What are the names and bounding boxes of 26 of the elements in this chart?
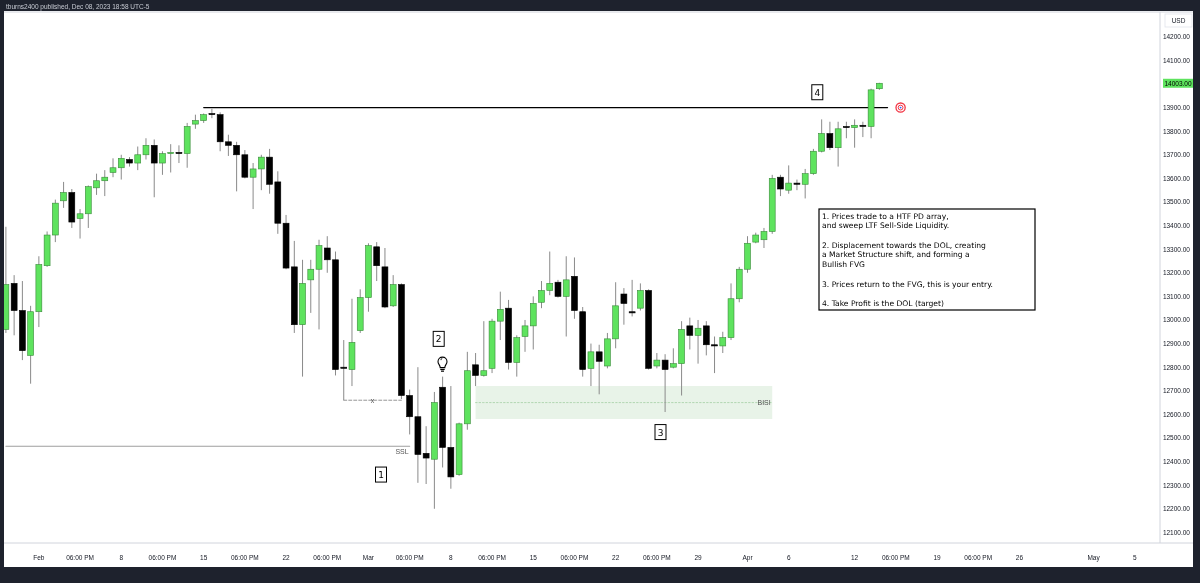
candlestick (653, 352, 661, 369)
candlestick (150, 138, 158, 198)
candlestick (686, 317, 694, 350)
candlestick (472, 352, 479, 387)
candlestick (694, 319, 702, 365)
candlestick (851, 118, 858, 149)
annotation: 2 (435, 334, 442, 345)
candlestick (175, 144, 183, 164)
candlestick (637, 282, 644, 312)
candlestick (620, 287, 628, 326)
candlestick (834, 121, 842, 168)
candlestick (562, 255, 570, 337)
candlestick (480, 320, 488, 378)
candlestick (859, 121, 867, 138)
candlestick (595, 344, 603, 395)
candlestick (661, 353, 669, 413)
candlestick (373, 241, 380, 282)
candlestick (777, 174, 784, 197)
candlestick (793, 179, 801, 191)
candlestick (60, 181, 67, 209)
annotation: 1 (378, 470, 384, 481)
candlestick (389, 274, 397, 308)
candlestick (628, 279, 636, 317)
candlestick (587, 343, 595, 387)
candlestick (785, 164, 792, 195)
candlestick (826, 121, 834, 151)
